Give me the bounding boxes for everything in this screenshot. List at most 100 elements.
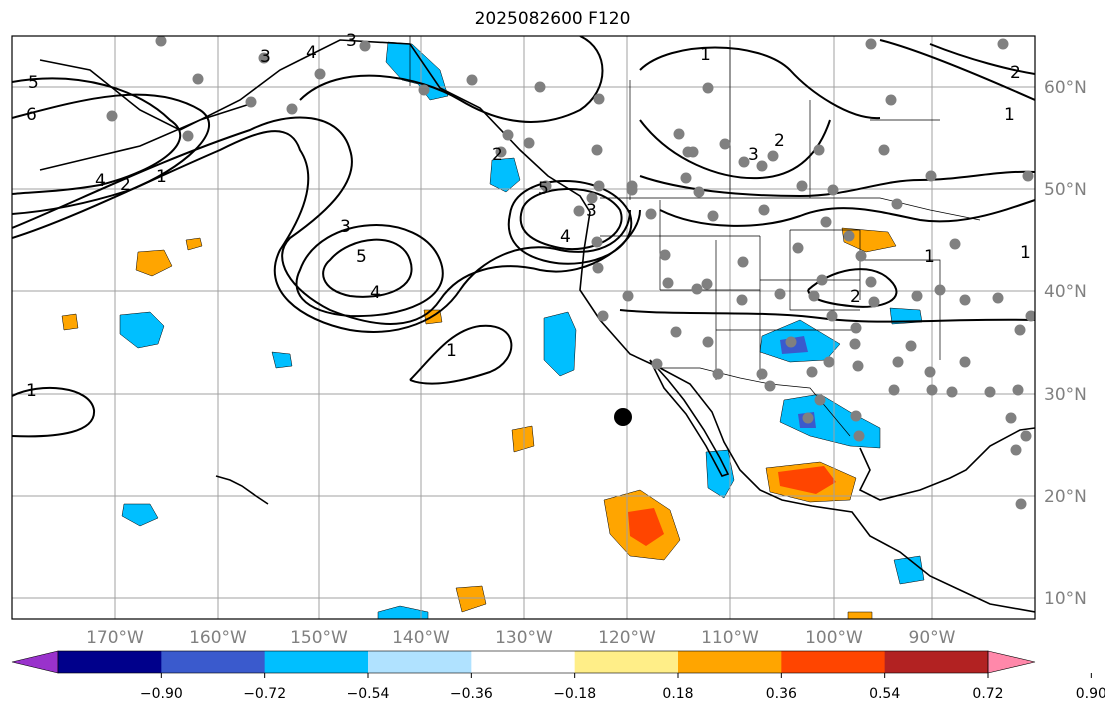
colorbar-segment	[58, 651, 162, 673]
anomaly-blob-positive	[185, 237, 203, 251]
station-dot	[502, 129, 514, 141]
forecast-point-marker	[614, 408, 632, 426]
anomaly-blob-positive	[841, 227, 897, 253]
colorbar-segment	[781, 651, 886, 673]
station-dot	[495, 146, 507, 158]
station-dot	[591, 144, 603, 156]
station-dot	[756, 368, 768, 380]
station-dot	[808, 290, 820, 302]
colorbar: −0.90 −0.72 −0.54 −0.36 −0.18 0.18 0.36 0.54 0.7…	[11, 650, 1105, 702]
contour-label: 2	[850, 287, 861, 307]
station-dot	[843, 230, 855, 242]
station-dot	[853, 430, 865, 442]
station-dot	[670, 326, 682, 338]
station-dot	[540, 180, 552, 192]
contour-line	[807, 268, 898, 308]
station-dot	[891, 198, 903, 210]
contour-label: 1	[446, 341, 457, 361]
station-dot	[868, 296, 880, 308]
station-dot	[878, 144, 890, 156]
station-dot	[1022, 170, 1034, 182]
colorbar-labels: −0.90 −0.72 −0.54 −0.36 −0.18 0.18 0.36 0.54 0.7…	[140, 673, 1105, 702]
contour-label: 5	[538, 179, 549, 199]
station-dot	[816, 274, 828, 286]
station-dot	[992, 292, 1004, 304]
station-dot	[662, 277, 674, 289]
station-dot	[865, 38, 877, 50]
station-dot	[865, 276, 877, 288]
station-dot	[892, 356, 904, 368]
colorbar-segment	[264, 651, 369, 673]
latitude-ticks: 60°N 50°N 40°N 30°N 20°N 10°N	[1044, 78, 1087, 609]
station-dot	[774, 288, 786, 300]
anomaly-blob-negative	[271, 351, 293, 369]
anomaly-blob-positive	[847, 611, 873, 619]
station-dot	[707, 210, 719, 222]
colorbar-segment	[574, 651, 679, 673]
contour-label: 3	[340, 217, 351, 237]
contour-label: 2	[120, 175, 131, 195]
colorbar-tick-label: 0.18	[662, 686, 693, 702]
contour-line	[299, 36, 604, 124]
station-dot	[691, 283, 703, 295]
contour-label-group: 1 2 3 4 5 6 1 2 3 4 5 4 3 1 5 4 3 2 1 2 …	[26, 31, 1031, 401]
station-dot	[888, 384, 900, 396]
station-dot	[925, 170, 937, 182]
contour-line	[659, 199, 1035, 227]
station-dot	[693, 186, 705, 198]
contour-label: 4	[95, 171, 106, 191]
border-canada-us	[600, 197, 981, 221]
anomaly-shading	[61, 41, 925, 619]
station-dot	[792, 242, 804, 254]
colorbar-tick-label: −0.90	[140, 686, 183, 702]
contour-label: 6	[26, 105, 37, 125]
station-dot	[820, 216, 832, 228]
longitude-tick-label: 90°W	[909, 628, 956, 648]
station-dot	[592, 262, 604, 274]
longitude-ticks: 170°W 160°W 150°W 140°W 130°W 120°W 110°W 100°W…	[86, 628, 956, 648]
coastline-hawaii	[215, 475, 269, 505]
contour-label: 1	[700, 45, 711, 65]
latitude-tick-label: 30°N	[1044, 385, 1087, 405]
station-dot	[586, 192, 598, 204]
map-frame	[11, 35, 1036, 620]
station-dot	[286, 103, 298, 115]
longitude-tick-label: 160°W	[189, 628, 247, 648]
contour-lines	[12, 36, 1035, 438]
station-dot	[850, 322, 862, 334]
station-dot	[959, 356, 971, 368]
contour-label: 3	[586, 201, 597, 221]
anomaly-blob-positive	[511, 425, 535, 453]
longitude-tick-label: 140°W	[392, 628, 450, 648]
colorbar-tick-label: −0.72	[243, 686, 286, 702]
contour-label: 5	[356, 247, 367, 267]
contour-label: 4	[306, 43, 317, 63]
contour-label: 3	[748, 145, 759, 165]
station-dot	[155, 36, 167, 47]
longitude-tick-label: 130°W	[495, 628, 553, 648]
colorbar-segment	[678, 651, 782, 673]
contour-line	[12, 130, 631, 333]
anomaly-blob-positive	[455, 585, 487, 613]
station-dot	[737, 256, 749, 268]
station-dot	[1025, 310, 1035, 322]
station-dot	[1014, 324, 1026, 336]
contour-label: 2	[774, 131, 785, 151]
station-dot	[997, 38, 1009, 50]
station-dot	[701, 278, 713, 290]
contour-label: 1	[26, 381, 37, 401]
station-dot	[826, 310, 838, 322]
station-dot	[418, 84, 430, 96]
station-dot	[796, 180, 808, 192]
longitude-tick-label: 120°W	[598, 628, 656, 648]
station-dot	[712, 368, 724, 380]
contour-line	[295, 224, 444, 318]
station-dot	[466, 74, 478, 86]
contour-label: 2	[1010, 63, 1021, 83]
station-dot	[802, 412, 814, 424]
station-dot	[719, 138, 731, 150]
latitude-tick-label: 40°N	[1044, 282, 1087, 302]
station-dot	[314, 68, 326, 80]
station-dot	[534, 81, 546, 93]
